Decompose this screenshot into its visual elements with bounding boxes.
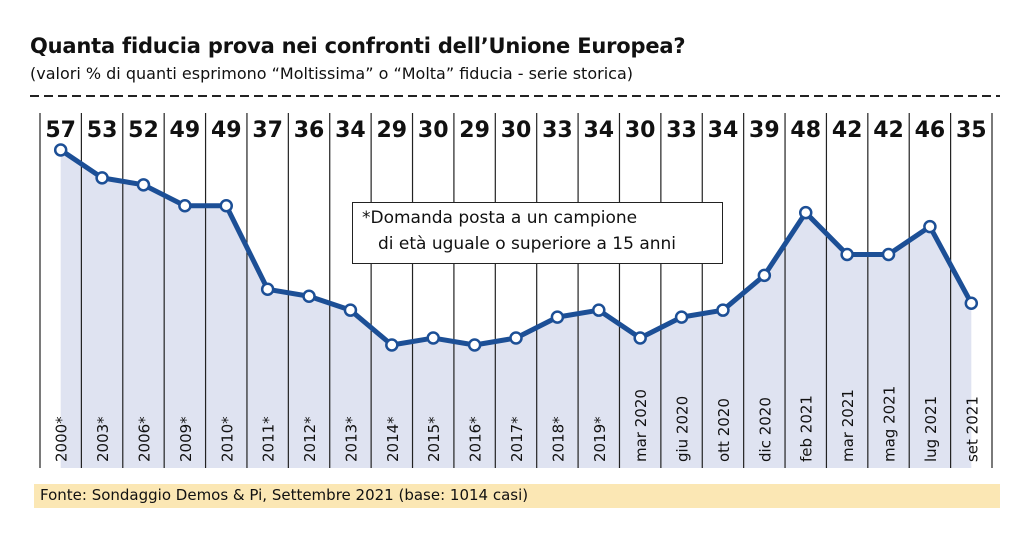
category-label: 2016* <box>467 416 485 462</box>
value-label: 42 <box>832 118 863 143</box>
category-label: 2000* <box>53 416 71 462</box>
category-label: feb 2021 <box>798 395 816 462</box>
value-label: 34 <box>708 118 739 143</box>
data-point <box>136 178 151 192</box>
category-label: 2010* <box>218 416 236 462</box>
data-point <box>881 247 896 262</box>
value-label: 35 <box>956 118 987 143</box>
category-label: ott 2020 <box>715 398 733 462</box>
category-label: dic 2020 <box>756 397 774 462</box>
category-label: giu 2020 <box>674 396 692 462</box>
data-point <box>509 331 523 345</box>
category-label: 2011* <box>260 416 278 462</box>
data-point <box>674 310 689 324</box>
annotation-line-2: di età uguale o superiore a 15 anni <box>378 234 677 254</box>
value-label: 39 <box>749 118 780 143</box>
category-label: mag 2021 <box>881 386 899 462</box>
value-label: 33 <box>542 118 573 143</box>
data-point <box>178 198 192 213</box>
category-label: 2017* <box>508 416 526 462</box>
source-band <box>34 484 1000 508</box>
value-label: 49 <box>211 118 242 143</box>
category-label: 2018* <box>549 416 567 462</box>
data-point <box>467 338 482 352</box>
value-label: 33 <box>666 118 697 143</box>
category-label: mar 2021 <box>839 389 857 462</box>
data-point <box>95 171 109 185</box>
category-label: lug 2021 <box>922 396 940 462</box>
category-label: 2003* <box>94 416 112 462</box>
data-point <box>426 331 440 345</box>
value-label: 57 <box>45 118 76 143</box>
category-label: 2012* <box>301 416 319 462</box>
data-point <box>302 289 316 303</box>
data-point <box>385 338 399 352</box>
data-point <box>964 296 979 310</box>
category-label: mar 2020 <box>632 389 650 462</box>
category-label: 2013* <box>342 416 360 462</box>
value-label: 29 <box>377 118 408 143</box>
value-label: 34 <box>583 118 614 143</box>
data-point <box>633 331 647 345</box>
data-point <box>840 247 854 262</box>
data-point <box>757 268 772 283</box>
chart-title: Quanta fiducia prova nei confronti dell’… <box>30 34 686 58</box>
value-label: 42 <box>873 118 904 143</box>
data-point <box>260 282 275 297</box>
value-label: 29 <box>459 118 490 143</box>
value-label: 49 <box>170 118 201 143</box>
value-label: 37 <box>252 118 283 143</box>
data-point <box>343 303 358 317</box>
category-label: 2006* <box>135 416 153 462</box>
value-label: 36 <box>294 118 325 143</box>
data-point <box>592 303 606 317</box>
value-label: 53 <box>87 118 118 143</box>
data-point <box>53 143 68 157</box>
data-point <box>923 219 937 234</box>
category-label: set 2021 <box>963 396 981 462</box>
chart-subtitle: (valori % di quanti esprimono “Moltissim… <box>30 64 633 83</box>
value-label: 52 <box>128 118 159 143</box>
data-point <box>550 310 565 324</box>
category-label: 2019* <box>591 416 609 462</box>
data-point <box>219 198 234 213</box>
source-note: Fonte: Sondaggio Demos & Pi, Settembre 2… <box>40 486 529 504</box>
value-label: 30 <box>418 118 449 143</box>
value-label: 48 <box>790 118 821 143</box>
value-label: 46 <box>915 118 946 143</box>
category-label: 2014* <box>384 416 402 462</box>
data-point <box>798 205 813 220</box>
value-label: 30 <box>501 118 532 143</box>
value-label: 34 <box>335 118 366 143</box>
value-label: 30 <box>625 118 656 143</box>
category-label: 2009* <box>177 416 195 462</box>
category-label: 2015* <box>425 416 443 462</box>
annotation-box <box>352 202 723 264</box>
annotation-line-1: *Domanda posta a un campione <box>362 208 638 228</box>
data-point <box>716 303 730 317</box>
